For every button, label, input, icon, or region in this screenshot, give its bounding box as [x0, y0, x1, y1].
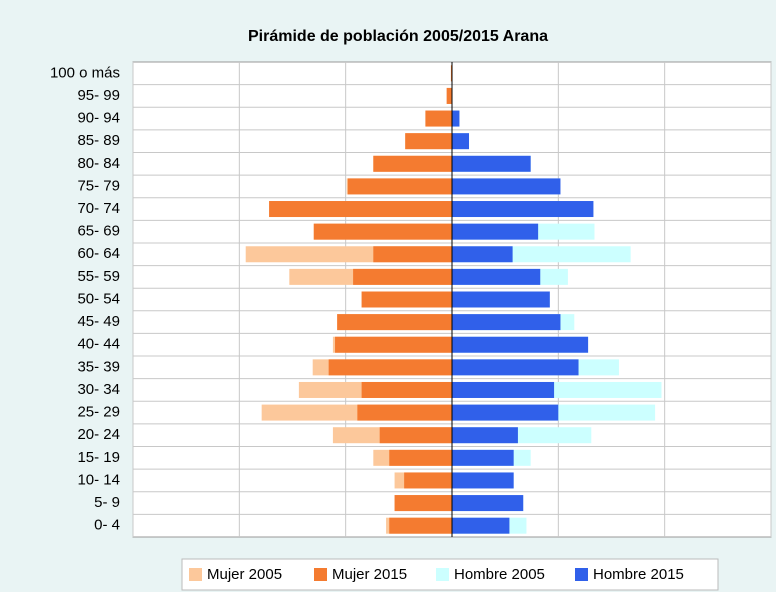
y-tick-label: 55- 59 [77, 268, 120, 285]
bar [452, 291, 550, 308]
bar [361, 291, 452, 308]
y-tick-label: 10- 14 [77, 471, 120, 488]
bar [269, 201, 452, 218]
y-tick-label: 60- 64 [77, 245, 120, 262]
bar [452, 359, 579, 376]
bar [452, 223, 539, 240]
bar [425, 110, 452, 127]
legend-swatch [436, 568, 449, 581]
legend-swatch [575, 568, 588, 581]
y-tick-label: 80- 84 [77, 155, 120, 172]
bar [446, 87, 452, 104]
legend [181, 558, 719, 591]
bar [353, 268, 452, 285]
bar [452, 246, 513, 263]
y-tick-label: 40- 44 [77, 336, 120, 353]
bar [452, 517, 510, 534]
bar [452, 404, 559, 421]
y-tick-label: 65- 69 [77, 223, 120, 240]
bar [452, 472, 514, 489]
bar [337, 314, 452, 331]
bar [347, 178, 452, 195]
y-tick-label: 85- 89 [77, 132, 120, 149]
bar [328, 359, 452, 376]
y-tick-label: 35- 39 [77, 358, 120, 375]
y-tick-label: 20- 24 [77, 426, 120, 443]
bar [389, 449, 452, 466]
bar [452, 427, 518, 444]
bar [373, 246, 452, 263]
y-tick-label: 5- 9 [94, 494, 120, 511]
y-tick-label: 50- 54 [77, 290, 120, 307]
bar [452, 449, 514, 466]
bar [452, 133, 470, 150]
bar [452, 336, 589, 353]
bar [452, 201, 594, 218]
bar [335, 336, 452, 353]
bar [452, 178, 561, 195]
y-tick-label: 75- 79 [77, 177, 120, 194]
legend-swatch [314, 568, 327, 581]
bar [452, 110, 460, 127]
legend-label: Mujer 2015 [332, 566, 407, 583]
y-tick-label: 15- 19 [77, 449, 120, 466]
y-tick-label: 100 o más [50, 64, 120, 81]
bar [452, 268, 541, 285]
bar [361, 381, 452, 398]
y-tick-label: 95- 99 [77, 87, 120, 104]
bar [357, 404, 452, 421]
legend-label: Hombre 2015 [593, 566, 684, 583]
legend-swatch [189, 568, 202, 581]
bar [452, 155, 531, 172]
bar [379, 427, 452, 444]
y-tick-label: 25- 29 [77, 404, 120, 421]
bar [394, 495, 452, 512]
bar [452, 314, 561, 331]
y-tick-label: 70- 74 [77, 200, 120, 217]
y-tick-label: 45- 49 [77, 313, 120, 330]
legend-label: Mujer 2005 [207, 566, 282, 583]
bar [452, 495, 524, 512]
bar [313, 223, 452, 240]
bar [389, 517, 452, 534]
bar [450, 65, 452, 82]
bar [404, 472, 452, 489]
bar [373, 155, 452, 172]
legend-label: Hombre 2005 [454, 566, 545, 583]
bar [405, 133, 452, 150]
chart-title: Pirámide de población 2005/2015 Arana [248, 28, 548, 45]
y-tick-label: 0- 4 [94, 517, 120, 534]
bar [452, 381, 555, 398]
y-tick-label: 30- 34 [77, 381, 120, 398]
y-tick-label: 90- 94 [77, 110, 120, 127]
